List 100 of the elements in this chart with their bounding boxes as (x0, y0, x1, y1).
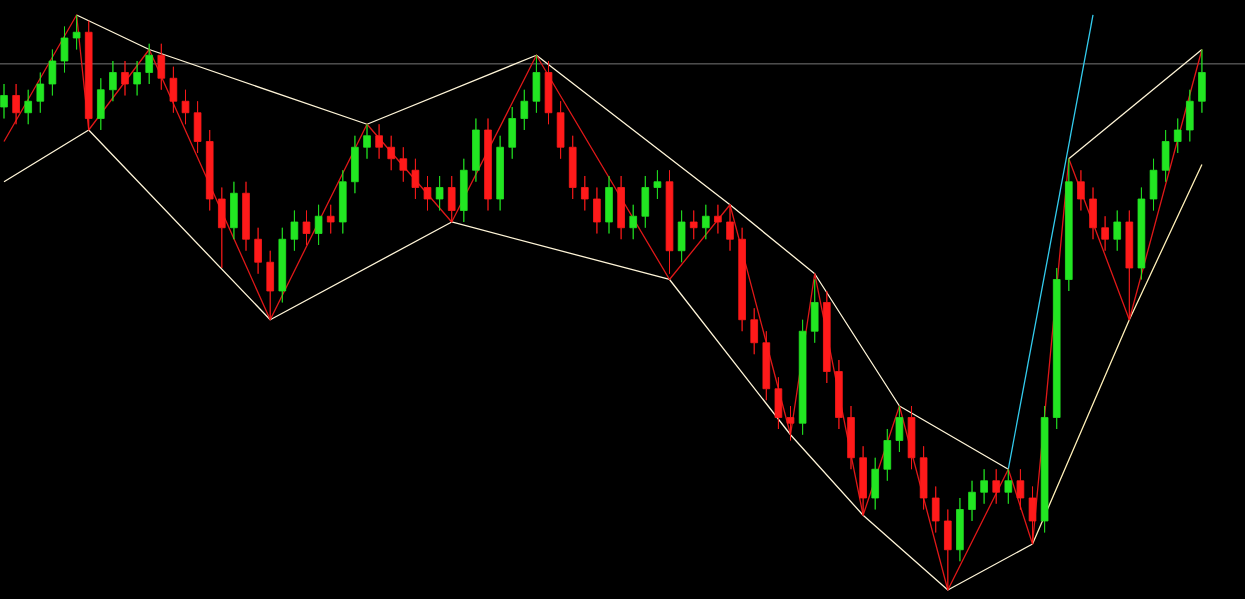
candlestick (447, 175, 456, 223)
candlestick (387, 135, 395, 171)
candlestick (1198, 49, 1206, 114)
candlestick (556, 100, 565, 160)
candlestick (496, 135, 504, 211)
candlestick (60, 26, 69, 73)
candlestick (641, 175, 650, 229)
candlestick (1077, 169, 1085, 211)
candlestick (847, 405, 855, 470)
candlestick (1101, 215, 1109, 252)
candlestick (230, 181, 238, 240)
candlestick (581, 175, 589, 211)
candlestick (750, 307, 758, 355)
candlestick (290, 210, 299, 252)
candlestick (956, 497, 964, 562)
candlestick (568, 135, 577, 200)
candlestick (605, 175, 613, 234)
candlestick (895, 405, 904, 453)
candlestick (919, 445, 928, 510)
candlestick (1125, 210, 1134, 321)
candlestick (1161, 129, 1170, 183)
candlestick (714, 204, 722, 234)
candlestick (1089, 187, 1097, 240)
candlestick (859, 445, 867, 516)
candlestick (762, 330, 771, 401)
candlestick (617, 175, 625, 240)
candlestick (810, 279, 819, 344)
candlestick (726, 204, 734, 252)
candlestick (72, 14, 81, 50)
candlestick (242, 181, 250, 252)
candlestick (823, 290, 831, 384)
candlestick (254, 227, 262, 275)
candlestick (484, 118, 492, 211)
candlestick (508, 106, 516, 160)
candlestick (399, 146, 408, 183)
candlestick (181, 89, 190, 125)
candlestick (677, 210, 686, 263)
candlestick (36, 72, 45, 114)
candlestick (520, 89, 529, 131)
candlestick (302, 210, 311, 246)
candlestick (689, 210, 698, 240)
candlestick (326, 204, 335, 234)
candlestick (593, 187, 601, 234)
candlestick (665, 169, 674, 275)
candlestick (738, 227, 746, 332)
candlestick (169, 66, 178, 114)
candlestick (944, 509, 952, 591)
candlestick (193, 100, 202, 154)
candlestick (653, 169, 662, 200)
candlestick (1052, 267, 1061, 430)
candlestick (907, 405, 916, 470)
candlestick (798, 319, 807, 436)
candlestick (423, 175, 432, 211)
candlestick (472, 118, 480, 183)
candlestick (363, 123, 371, 160)
candlestick (157, 43, 166, 91)
candlestick (375, 123, 383, 160)
candlestick (980, 468, 988, 505)
candlestick (205, 129, 214, 211)
candlestick (278, 227, 287, 303)
candlestick (145, 43, 153, 85)
candlestick (133, 60, 141, 96)
candlestick (1113, 210, 1122, 252)
candlestick (351, 135, 359, 194)
candlestick (1016, 468, 1025, 510)
candlestick (48, 49, 57, 96)
candlestick (702, 204, 710, 240)
candlestick (992, 468, 1000, 505)
candlestick (1040, 405, 1049, 533)
candlestick (121, 60, 129, 96)
candlestick (97, 77, 105, 131)
candlestick (1004, 468, 1013, 505)
candlestick (411, 158, 420, 200)
candlestick (1065, 158, 1073, 292)
candlestick (109, 60, 117, 102)
candlestick (835, 359, 843, 430)
candlestick (24, 89, 32, 125)
candlestick (84, 20, 93, 131)
candlestick (1028, 486, 1037, 545)
candlestick (435, 175, 444, 211)
candlestick (774, 376, 783, 430)
candlestick (0, 83, 8, 119)
candlestick (12, 83, 20, 125)
candlestick (544, 60, 553, 125)
candlestick (1149, 158, 1158, 211)
candlestick (871, 457, 879, 510)
candlestick (1173, 118, 1182, 154)
candlestick (532, 54, 541, 114)
candlestick (1186, 89, 1194, 142)
candlestick (968, 480, 976, 522)
candlestick (931, 486, 940, 533)
candlestick (883, 428, 892, 482)
candlestick (314, 204, 323, 246)
candlestick (460, 158, 468, 223)
candlestick (218, 187, 226, 269)
candlestick (266, 250, 274, 321)
candlestick (1137, 187, 1146, 280)
candlestick (629, 204, 637, 240)
candlestick (786, 405, 795, 441)
candlestick (339, 169, 347, 234)
